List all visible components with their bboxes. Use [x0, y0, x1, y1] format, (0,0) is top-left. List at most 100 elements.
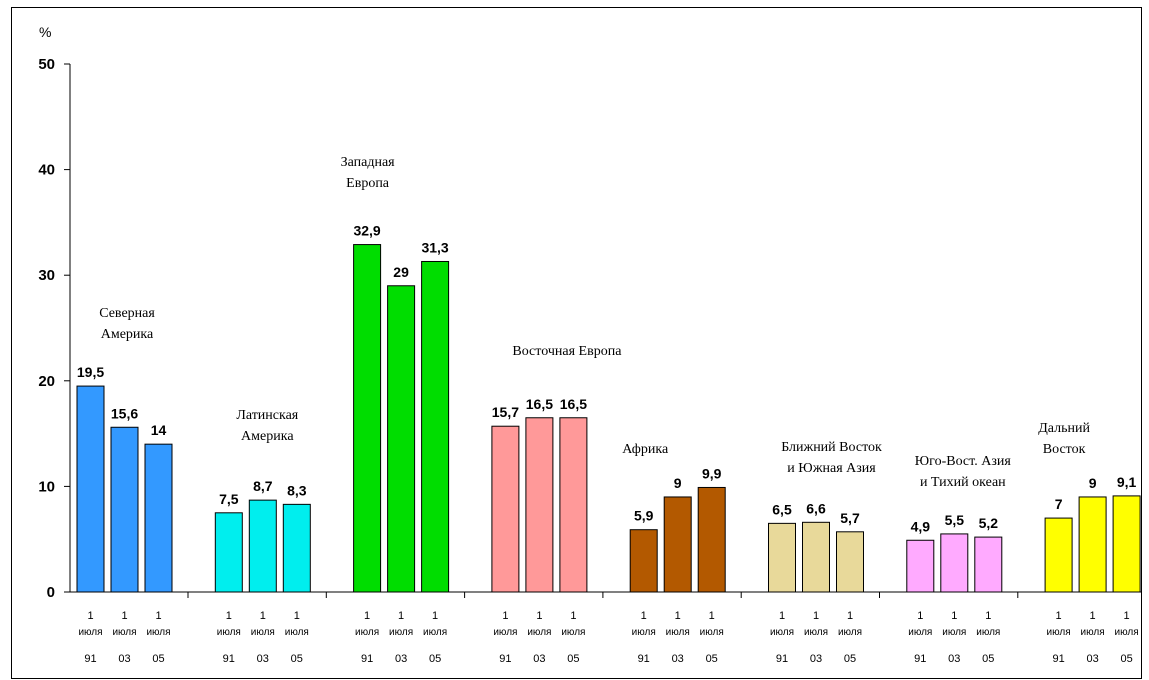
x-tick-month-label: июля: [527, 627, 551, 638]
x-tick-year-label: 03: [948, 653, 960, 665]
group-label: Восток: [1043, 442, 1086, 457]
y-tick-label: 30: [38, 267, 55, 284]
x-tick-year-label: 05: [844, 653, 856, 665]
bar: [802, 521, 830, 593]
y-tick-label: 40: [38, 162, 55, 179]
bar-value-label: 6,5: [772, 501, 792, 517]
bar: [76, 385, 105, 593]
group-label: Юго-Вост. Азия: [915, 454, 1012, 469]
x-tick-year-label: 05: [706, 653, 718, 665]
bar-value-label: 9,9: [702, 465, 722, 481]
bar: [940, 533, 969, 593]
x-tick-month-label: июля: [285, 627, 309, 638]
bar: [214, 512, 243, 593]
bar-value-label: 9,1: [1117, 474, 1137, 490]
bar-value-label: 9: [1089, 475, 1097, 491]
x-tick-month-label: июля: [217, 627, 241, 638]
x-tick-day-label: 1: [1124, 610, 1130, 622]
group-label: Северная: [99, 306, 155, 321]
bar: [768, 522, 796, 593]
bar-value-label: 16,5: [560, 396, 587, 412]
x-tick-year-label: 91: [914, 653, 926, 665]
group-label: Западная: [341, 155, 396, 170]
bar-value-label: 29: [393, 264, 409, 280]
bar-value-label: 5,7: [840, 510, 860, 526]
x-tick-month-label: июля: [1081, 627, 1105, 638]
x-tick-year-label: 05: [152, 653, 164, 665]
bar: [697, 486, 726, 593]
x-tick-day-label: 1: [1090, 610, 1096, 622]
bar-value-label: 4,9: [911, 518, 931, 534]
x-tick-month-label: июля: [976, 627, 1000, 638]
group-label: Африка: [622, 442, 669, 457]
x-tick-month-label: июля: [561, 627, 585, 638]
chart-frame: [11, 7, 1142, 679]
y-tick-label: 10: [38, 478, 55, 495]
x-tick-year-label: 05: [1120, 653, 1132, 665]
bar-value-label: 15,6: [111, 405, 138, 421]
y-tick-label: 50: [38, 56, 55, 73]
x-tick-year-label: 05: [291, 653, 303, 665]
bar: [559, 417, 588, 593]
x-tick-month-label: июля: [942, 627, 966, 638]
x-tick-month-label: июля: [908, 627, 932, 638]
x-tick-year-label: 91: [361, 653, 373, 665]
x-tick-day-label: 1: [1056, 610, 1062, 622]
bar-value-label: 8,3: [287, 482, 307, 498]
x-tick-day-label: 1: [294, 610, 300, 622]
group-label: Европа: [346, 176, 390, 191]
x-tick-year-label: 03: [118, 653, 130, 665]
x-tick-day-label: 1: [260, 610, 266, 622]
x-tick-day-label: 1: [364, 610, 370, 622]
group-label: Америка: [241, 429, 294, 444]
group-label: Америка: [101, 327, 154, 342]
x-tick-day-label: 1: [398, 610, 404, 622]
bar: [1044, 517, 1073, 593]
x-tick-month-label: июля: [355, 627, 379, 638]
bar-value-label: 15,7: [492, 404, 519, 420]
x-tick-year-label: 03: [257, 653, 269, 665]
bar: [353, 244, 382, 593]
x-tick-day-label: 1: [917, 610, 923, 622]
x-tick-month-label: июля: [389, 627, 413, 638]
x-tick-year-label: 91: [223, 653, 235, 665]
bar: [906, 539, 935, 593]
bar: [282, 503, 311, 593]
group-label: Дальний: [1038, 421, 1090, 436]
x-tick-year-label: 03: [395, 653, 407, 665]
x-tick-month-label: июля: [78, 627, 102, 638]
group-label: Восточная Европа: [512, 344, 622, 359]
x-tick-year-label: 03: [672, 653, 684, 665]
x-tick-year-label: 91: [776, 653, 788, 665]
x-tick-day-label: 1: [121, 610, 127, 622]
x-tick-month-label: июля: [632, 627, 656, 638]
x-tick-month-label: июля: [666, 627, 690, 638]
bar-value-label: 32,9: [353, 223, 380, 239]
x-tick-day-label: 1: [951, 610, 957, 622]
x-tick-month-label: июля: [251, 627, 275, 638]
group-label: и Южная Азия: [787, 461, 876, 476]
x-tick-month-label: июля: [112, 627, 136, 638]
bar-value-label: 14: [151, 422, 167, 438]
bar: [144, 443, 173, 593]
bar: [491, 425, 520, 593]
x-tick-year-label: 91: [638, 653, 650, 665]
bar-value-label: 6,6: [806, 500, 826, 516]
x-tick-day-label: 1: [709, 610, 715, 622]
y-unit-label: %: [39, 24, 51, 40]
bar: [421, 260, 450, 593]
x-tick-month-label: июля: [423, 627, 447, 638]
x-tick-month-label: июля: [1115, 627, 1139, 638]
x-tick-month-label: июля: [804, 627, 828, 638]
x-tick-year-label: 03: [1086, 653, 1098, 665]
x-tick-year-label: 03: [533, 653, 545, 665]
x-tick-day-label: 1: [226, 610, 232, 622]
x-tick-day-label: 1: [675, 610, 681, 622]
x-tick-year-label: 05: [567, 653, 579, 665]
bar-value-label: 8,7: [253, 478, 273, 494]
x-tick-day-label: 1: [641, 610, 647, 622]
x-tick-day-label: 1: [502, 610, 508, 622]
x-tick-year-label: 05: [429, 653, 441, 665]
x-tick-day-label: 1: [847, 610, 853, 622]
bar-value-label: 7: [1055, 496, 1063, 512]
